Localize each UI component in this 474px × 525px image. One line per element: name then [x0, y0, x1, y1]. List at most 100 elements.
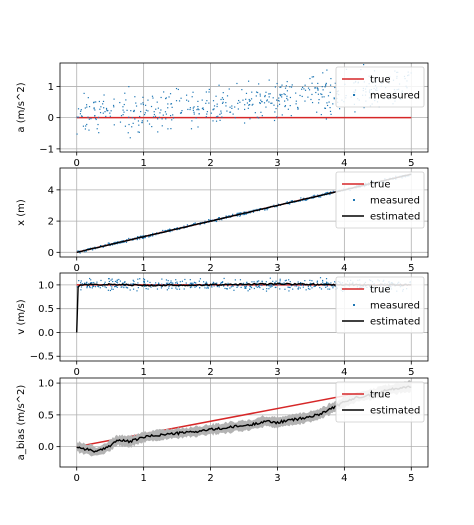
point-measured — [88, 106, 91, 108]
point-measured — [78, 280, 80, 282]
point-measured — [225, 215, 227, 217]
point-measured — [191, 120, 193, 122]
point-measured — [87, 248, 89, 250]
point-measured — [197, 100, 199, 102]
point-measured — [104, 281, 106, 283]
x-tick-label: 0 — [74, 263, 80, 274]
point-measured — [86, 287, 88, 289]
point-measured — [330, 77, 332, 80]
y-tick-label: 1.0 — [38, 379, 54, 390]
point-measured — [259, 284, 261, 286]
point-measured — [281, 96, 283, 98]
legend-label-true: true — [370, 180, 391, 191]
point-measured — [204, 220, 206, 222]
point-measured — [137, 131, 139, 133]
point-measured — [244, 104, 246, 106]
point-measured — [168, 282, 171, 285]
point-measured — [100, 106, 102, 108]
point-measured — [309, 282, 311, 284]
point-measured — [94, 286, 97, 288]
point-measured — [249, 288, 251, 290]
point-measured — [195, 117, 197, 119]
point-measured — [257, 91, 259, 94]
point-measured — [326, 102, 328, 104]
point-measured — [132, 288, 135, 290]
point-measured — [129, 137, 131, 139]
point-measured — [116, 282, 119, 284]
axes-frame — [59, 377, 429, 468]
point-measured — [311, 101, 314, 104]
point-measured — [273, 104, 275, 106]
point-measured — [285, 85, 287, 87]
point-measured — [322, 72, 324, 74]
point-measured — [93, 108, 95, 110]
point-measured — [279, 94, 281, 96]
x-tick-label: 3 — [274, 367, 280, 378]
point-measured — [240, 212, 242, 214]
point-measured — [163, 91, 165, 93]
point-measured — [261, 100, 263, 103]
point-measured — [167, 128, 169, 130]
point-measured — [171, 119, 173, 121]
axes-frame — [59, 62, 429, 153]
point-measured — [338, 108, 341, 110]
x-tick-label: 1 — [140, 263, 146, 274]
point-measured — [195, 285, 197, 288]
point-measured — [205, 284, 207, 287]
point-measured — [248, 100, 251, 102]
point-measured — [91, 282, 93, 284]
point-measured — [133, 280, 135, 283]
point-measured — [96, 281, 98, 283]
point-measured — [260, 99, 262, 101]
point-measured — [300, 197, 302, 199]
point-measured — [325, 82, 327, 85]
point-measured — [334, 82, 336, 84]
point-measured — [247, 290, 249, 292]
point-measured — [334, 281, 336, 283]
point-measured — [166, 289, 168, 291]
point-measured — [241, 284, 243, 286]
point-measured — [167, 107, 169, 109]
point-measured — [172, 114, 174, 116]
point-measured — [104, 244, 106, 246]
point-measured — [208, 220, 210, 222]
y-axis-label: x (m) — [16, 199, 27, 226]
y-tick-label: −0.5 — [30, 352, 54, 363]
y-tick-label: 0.5 — [38, 304, 54, 315]
point-measured — [212, 100, 215, 102]
point-measured — [298, 286, 300, 288]
point-measured — [103, 107, 105, 109]
point-measured — [122, 106, 124, 108]
point-measured — [307, 288, 310, 290]
point-measured — [77, 250, 79, 252]
point-measured — [295, 92, 297, 94]
point-measured — [153, 111, 155, 113]
point-measured — [259, 102, 261, 105]
point-measured — [204, 222, 206, 225]
point-measured — [107, 109, 109, 112]
point-measured — [222, 98, 224, 101]
point-measured — [299, 94, 301, 97]
point-measured — [151, 125, 153, 128]
point-measured — [133, 109, 135, 112]
point-measured — [290, 200, 292, 202]
point-measured — [245, 286, 247, 288]
point-measured — [329, 106, 331, 109]
point-measured — [93, 102, 95, 104]
subplot-2: 0 1 2 3 4 5 0 2 4 x (m) true measured estimated — [16, 167, 429, 274]
point-measured — [78, 116, 80, 118]
point-measured — [220, 112, 222, 114]
point-measured — [325, 281, 328, 283]
point-measured — [240, 286, 242, 289]
point-measured — [139, 278, 141, 280]
point-measured — [80, 109, 82, 111]
point-measured — [89, 277, 91, 280]
point-measured — [300, 284, 302, 286]
point-measured — [259, 102, 261, 104]
point-measured — [279, 280, 281, 282]
point-measured — [316, 280, 319, 282]
point-measured — [332, 103, 334, 105]
point-measured — [315, 91, 317, 94]
point-measured — [329, 91, 331, 94]
x-tick-label: 0 — [74, 367, 80, 378]
